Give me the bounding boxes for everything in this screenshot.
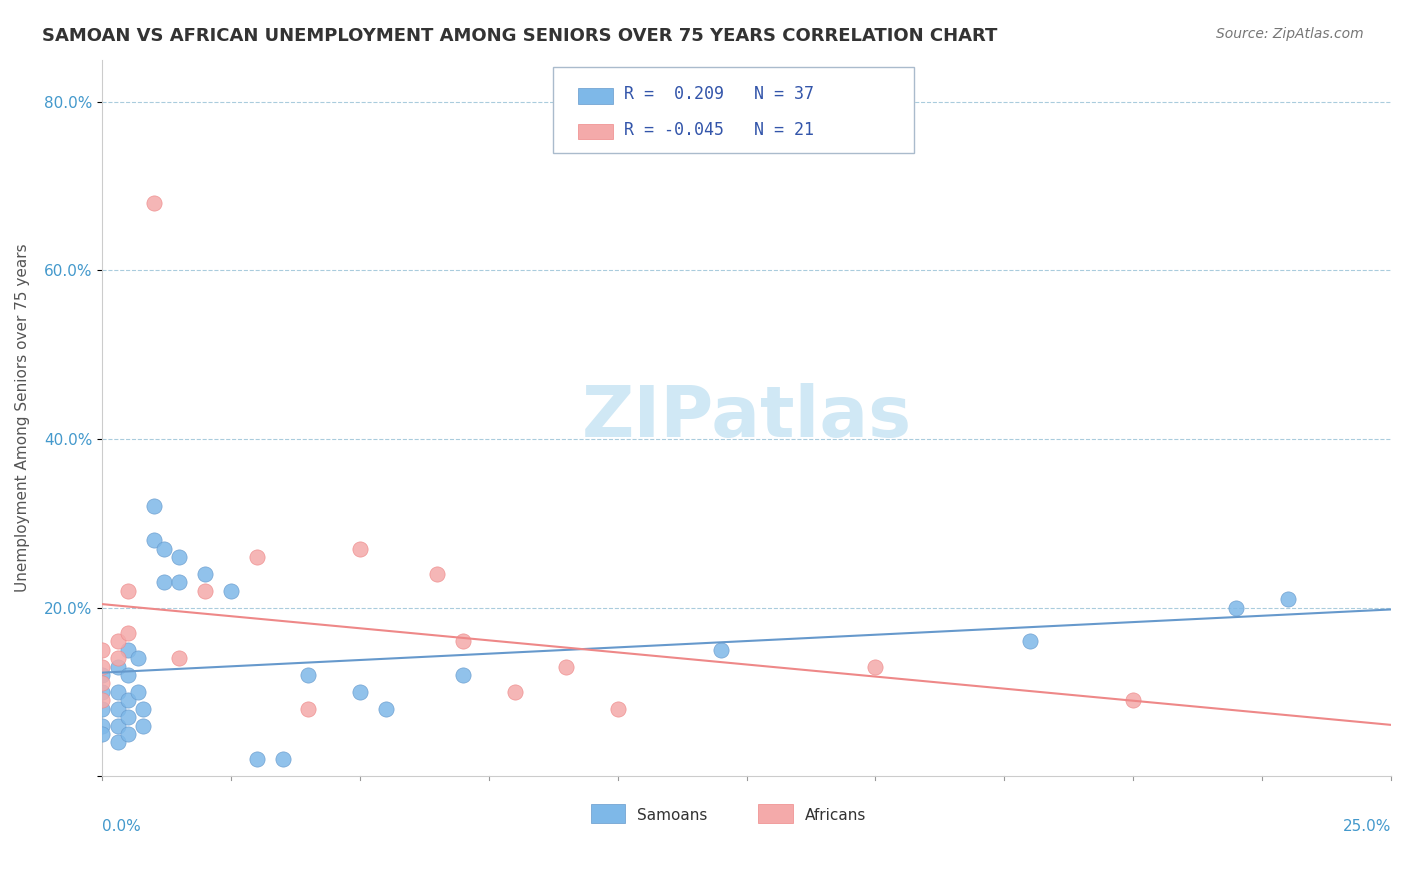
Point bbox=[1277, 592, 1299, 607]
Point bbox=[117, 668, 139, 682]
Point bbox=[246, 549, 269, 564]
Point bbox=[91, 668, 114, 682]
Point bbox=[169, 549, 191, 564]
Point bbox=[1019, 634, 1042, 648]
Y-axis label: Unemployment Among Seniors over 75 years: Unemployment Among Seniors over 75 years bbox=[15, 244, 30, 592]
Text: 0.0%: 0.0% bbox=[103, 819, 141, 834]
Text: SAMOAN VS AFRICAN UNEMPLOYMENT AMONG SENIORS OVER 75 YEARS CORRELATION CHART: SAMOAN VS AFRICAN UNEMPLOYMENT AMONG SEN… bbox=[42, 27, 997, 45]
Point bbox=[142, 533, 165, 548]
Text: ZIPatlas: ZIPatlas bbox=[582, 384, 911, 452]
Point bbox=[91, 642, 114, 657]
FancyBboxPatch shape bbox=[578, 124, 613, 139]
Point bbox=[142, 195, 165, 210]
FancyBboxPatch shape bbox=[578, 88, 613, 103]
Point bbox=[117, 727, 139, 741]
Point bbox=[91, 659, 114, 673]
FancyBboxPatch shape bbox=[591, 804, 626, 823]
Text: Source: ZipAtlas.com: Source: ZipAtlas.com bbox=[1216, 27, 1364, 41]
Point bbox=[91, 693, 114, 707]
Point bbox=[117, 693, 139, 707]
Point bbox=[349, 685, 371, 699]
Text: R = -0.045   N = 21: R = -0.045 N = 21 bbox=[624, 121, 814, 139]
Point bbox=[127, 685, 149, 699]
Point bbox=[1122, 693, 1144, 707]
Point bbox=[169, 651, 191, 665]
Point bbox=[451, 668, 474, 682]
Point bbox=[107, 659, 129, 673]
Point bbox=[91, 685, 114, 699]
Point bbox=[710, 642, 733, 657]
Text: R =  0.209   N = 37: R = 0.209 N = 37 bbox=[624, 86, 814, 103]
Point bbox=[117, 625, 139, 640]
Point bbox=[194, 583, 217, 598]
Point bbox=[169, 575, 191, 590]
Point bbox=[107, 685, 129, 699]
Point bbox=[865, 659, 887, 673]
Point bbox=[91, 718, 114, 732]
Point bbox=[117, 642, 139, 657]
Point bbox=[107, 718, 129, 732]
Point bbox=[117, 583, 139, 598]
Text: Samoans: Samoans bbox=[637, 808, 707, 823]
Point bbox=[107, 651, 129, 665]
Point bbox=[153, 575, 176, 590]
Point bbox=[132, 718, 155, 732]
Point bbox=[555, 659, 578, 673]
Point bbox=[127, 651, 149, 665]
FancyBboxPatch shape bbox=[758, 804, 793, 823]
Point bbox=[194, 566, 217, 581]
FancyBboxPatch shape bbox=[553, 67, 914, 153]
Point bbox=[91, 727, 114, 741]
Point bbox=[246, 752, 269, 766]
Point bbox=[107, 702, 129, 716]
Point bbox=[107, 634, 129, 648]
Point bbox=[374, 702, 396, 716]
Point bbox=[219, 583, 242, 598]
Text: Africans: Africans bbox=[804, 808, 866, 823]
Point bbox=[107, 735, 129, 749]
Point bbox=[297, 668, 319, 682]
Point bbox=[117, 710, 139, 724]
Text: 25.0%: 25.0% bbox=[1343, 819, 1391, 834]
Point bbox=[426, 566, 449, 581]
Point bbox=[451, 634, 474, 648]
Point bbox=[142, 500, 165, 514]
Point bbox=[503, 685, 526, 699]
Point bbox=[297, 702, 319, 716]
Point bbox=[1225, 600, 1247, 615]
Point bbox=[153, 541, 176, 556]
Point bbox=[606, 702, 628, 716]
Point bbox=[91, 676, 114, 690]
Point bbox=[349, 541, 371, 556]
Point bbox=[91, 702, 114, 716]
Point bbox=[132, 702, 155, 716]
Point bbox=[271, 752, 294, 766]
